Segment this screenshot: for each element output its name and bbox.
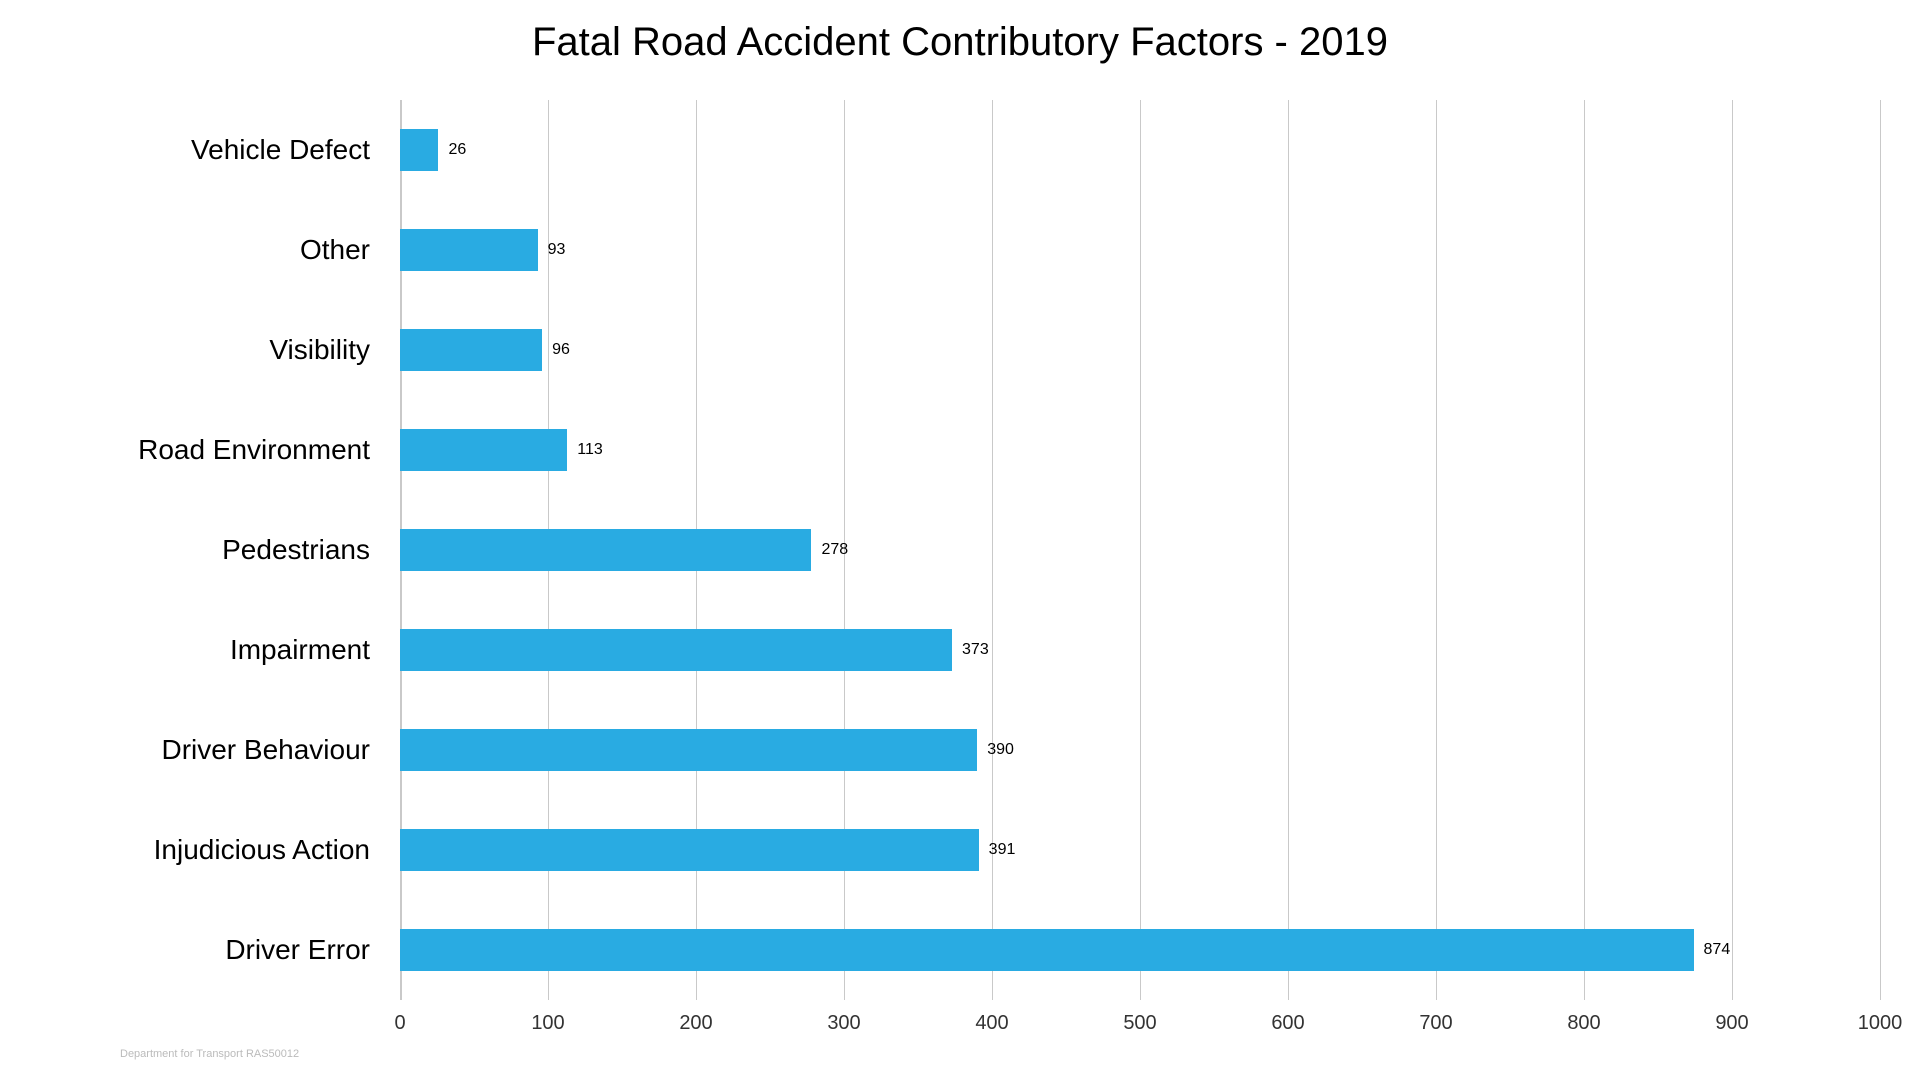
bar-value-label: 391 [989,841,1016,859]
category-label: Pedestrians [222,534,370,566]
category-label: Vehicle Defect [191,134,370,166]
source-note: Department for Transport RAS50012 [120,1048,299,1060]
bar-value-label: 874 [1704,941,1731,959]
x-tick-label: 600 [1271,1012,1304,1035]
category-label: Driver Behaviour [161,734,370,766]
x-tick-label: 700 [1419,1012,1452,1035]
category-label: Impairment [230,634,370,666]
bar-value-label: 390 [987,741,1014,759]
bar-row: Road Environment113 [400,429,1880,471]
bar-value-label: 26 [448,141,466,159]
bar [400,329,542,371]
bar [400,929,1694,971]
x-tick-label: 1000 [1858,1012,1903,1035]
x-tick-label: 800 [1567,1012,1600,1035]
bar [400,129,438,171]
grid-line [1880,100,1881,1000]
bar-row: Driver Error874 [400,929,1880,971]
x-tick-label: 200 [679,1012,712,1035]
bar-row: Vehicle Defect26 [400,129,1880,171]
bar [400,229,538,271]
bar-value-label: 113 [577,441,603,459]
x-tick-label: 900 [1715,1012,1748,1035]
x-tick-label: 0 [394,1012,405,1035]
category-label: Driver Error [225,934,370,966]
bar [400,729,977,771]
bar-value-label: 373 [962,641,989,659]
bar-row: Impairment373 [400,629,1880,671]
chart-title: Fatal Road Accident Contributory Factors… [0,20,1920,65]
bar-value-label: 278 [821,541,848,559]
x-tick-label: 500 [1123,1012,1156,1035]
bar-row: Injudicious Action391 [400,829,1880,871]
bar [400,629,952,671]
x-tick-label: 100 [531,1012,564,1035]
bar-row: Visibility96 [400,329,1880,371]
chart-container: Fatal Road Accident Contributory Factors… [0,0,1920,1080]
bar-row: Driver Behaviour390 [400,729,1880,771]
x-tick-label: 300 [827,1012,860,1035]
category-label: Road Environment [138,434,370,466]
bar-value-label: 93 [548,241,566,259]
bar-value-label: 96 [552,341,570,359]
category-label: Visibility [269,334,370,366]
bar [400,529,811,571]
category-label: Injudicious Action [154,834,370,866]
bar-row: Other93 [400,229,1880,271]
category-label: Other [300,234,370,266]
x-tick-label: 400 [975,1012,1008,1035]
bar [400,429,567,471]
plot-area: 01002003004005006007008009001000Vehicle … [400,100,1880,1000]
bar [400,829,979,871]
bar-row: Pedestrians278 [400,529,1880,571]
